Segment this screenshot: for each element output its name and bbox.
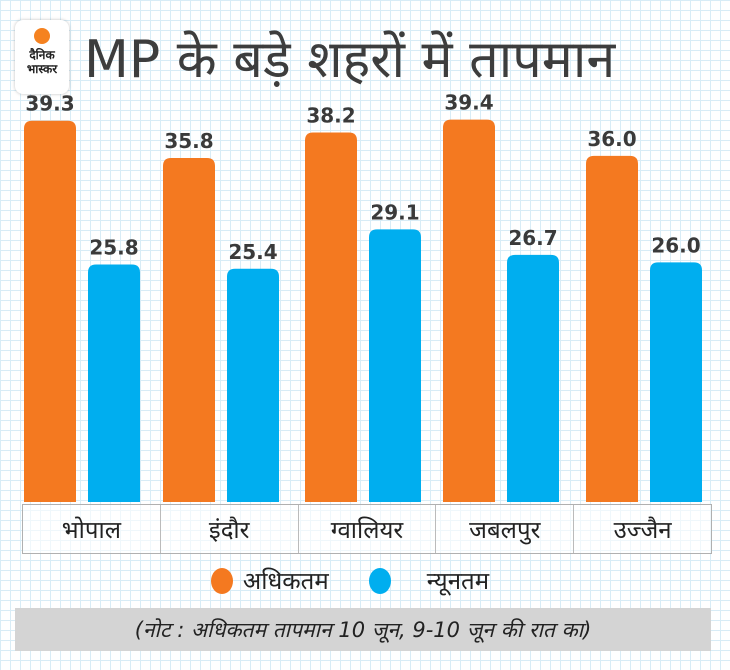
legend-swatch-max bbox=[210, 567, 233, 594]
category-label: ग्वालियर bbox=[297, 505, 436, 553]
bar-max bbox=[443, 119, 495, 502]
legend-label-max: अधिकतम bbox=[242, 567, 329, 595]
value-label: 26.0 bbox=[651, 233, 700, 257]
category-label: इंदौर bbox=[159, 505, 298, 553]
bar-max bbox=[163, 158, 215, 502]
category-label: जबलपुर bbox=[435, 505, 573, 553]
value-label: 39.3 bbox=[25, 92, 74, 116]
value-label: 25.8 bbox=[89, 236, 138, 260]
legend-label-min: न्यूनतम bbox=[426, 567, 490, 595]
value-label: 35.8 bbox=[164, 129, 213, 153]
category-label: भोपाल bbox=[61, 515, 121, 544]
dainik-bhaskar-logo: दैनिक भास्कर bbox=[15, 20, 69, 94]
category-label: उज्जैन bbox=[573, 505, 711, 553]
logo-text-line1: दैनिक bbox=[29, 48, 55, 62]
bar-max bbox=[586, 155, 638, 502]
legend: अधिकतम न्यूनतम bbox=[0, 564, 730, 597]
value-label: 39.4 bbox=[444, 91, 493, 115]
category-axis: भोपाल इंदौर ग्वालियर जबलपुर उज्जैन bbox=[22, 504, 712, 554]
value-label: 26.7 bbox=[508, 226, 557, 250]
value-label: 36.0 bbox=[587, 127, 636, 151]
sun-icon bbox=[34, 28, 50, 44]
bar-min bbox=[369, 229, 421, 503]
footnote: (नोट : अधिकतम तापमान 10 जून, 9-10 जून की… bbox=[15, 608, 711, 651]
bar-min bbox=[88, 264, 140, 502]
value-label: 38.2 bbox=[306, 103, 355, 127]
bar-min bbox=[227, 268, 279, 502]
logo-text-line2: भास्कर bbox=[26, 62, 58, 76]
value-label: 25.4 bbox=[228, 240, 277, 264]
bar-min bbox=[650, 262, 702, 502]
chart-title: MP के बड़े शहरों में तापमान bbox=[84, 30, 616, 90]
bar-min bbox=[507, 254, 559, 502]
legend-swatch-min bbox=[368, 567, 391, 594]
bar-chart: 39.3 35.8 38.2 39.4 36.0 25.8 25.4 29.1 26.7 26.0 bbox=[24, 91, 702, 503]
bar-max bbox=[305, 132, 357, 502]
bar-max bbox=[24, 120, 76, 502]
value-label: 29.1 bbox=[370, 200, 419, 224]
